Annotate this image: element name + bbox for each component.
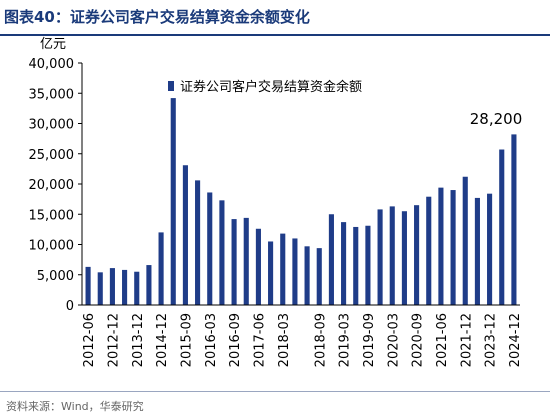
y-tick-label: 5,000 — [37, 269, 74, 284]
x-tick-label: 2021-12 — [459, 313, 474, 367]
bar-2018-12 — [353, 226, 359, 305]
legend-label: 证券公司客户交易结算资金余额 — [180, 79, 362, 95]
bar-2019-12 — [401, 211, 407, 305]
bar-2012-09 — [97, 272, 103, 305]
bar-2017-12 — [304, 246, 310, 305]
bar-2015-12 — [207, 192, 213, 305]
bar-2018-03 — [316, 248, 322, 305]
bar-2016-12 — [255, 228, 261, 305]
bar-2020-03 — [414, 205, 420, 305]
bar-2013-06 — [134, 271, 140, 305]
y-tick-label: 40,000 — [29, 57, 75, 72]
bar-2024-12 — [511, 134, 517, 305]
bar-2019-06 — [377, 209, 383, 305]
bar-2017-03 — [268, 241, 274, 305]
bar-2018-09 — [341, 222, 347, 305]
bar-2019-09 — [389, 206, 395, 305]
bar-2013-03 — [122, 269, 128, 305]
bar-2023-12 — [487, 193, 493, 305]
x-tick-label: 2020-09 — [411, 313, 426, 367]
title-bar: 图表40：证券公司客户交易结算资金余额变化 — [0, 0, 550, 36]
bar-2024-06 — [499, 149, 505, 305]
x-tick-label: 2020-03 — [386, 313, 401, 367]
bar-2017-06 — [280, 233, 286, 305]
x-tick-label: 2013-12 — [131, 313, 146, 367]
bar-2018-06 — [328, 214, 334, 305]
y-axis-unit: 亿元 — [40, 37, 66, 52]
y-tick-label: 25,000 — [29, 148, 75, 163]
bar-2012-12 — [109, 268, 115, 305]
x-tick-label: 2016-09 — [228, 313, 243, 367]
bar-2020-09 — [426, 196, 432, 305]
legend-swatch — [168, 81, 174, 91]
y-tick-label: 15,000 — [29, 208, 75, 223]
y-tick-label: 30,000 — [29, 118, 75, 133]
source-note: 资料来源：Wind，华泰研究 — [6, 400, 144, 413]
x-tick-label: 2021-06 — [435, 313, 450, 367]
bar-2021-12 — [462, 176, 468, 305]
y-tick-label: 20,000 — [29, 178, 75, 193]
bar-2016-09 — [243, 217, 249, 305]
bar-2022-06 — [474, 197, 480, 305]
bar-2015-06 — [182, 165, 188, 305]
x-tick-label: 2014-12 — [155, 313, 170, 367]
bar-2016-06 — [231, 219, 237, 305]
footer-rule — [0, 391, 550, 392]
bar-2021-06 — [450, 190, 456, 305]
bar-2013-09 — [146, 265, 152, 305]
y-tick-label: 35,000 — [29, 87, 75, 102]
bar-2014-06 — [158, 232, 164, 305]
bar-2021-03 — [438, 187, 444, 305]
x-tick-label: 2019-09 — [362, 313, 377, 367]
bar-2012-06 — [85, 266, 91, 305]
x-tick-label: 2024-12 — [508, 313, 523, 367]
bar-2017-09 — [292, 238, 298, 305]
bars — [85, 98, 517, 305]
page-title: 图表40：证券公司客户交易结算资金余额变化 — [4, 8, 310, 26]
bar-2016-03 — [219, 200, 225, 305]
y-tick-label: 10,000 — [29, 239, 75, 254]
y-tick-label: 0 — [66, 299, 74, 314]
x-tick-label: 2019-03 — [338, 313, 353, 367]
x-tick-label: 2012-12 — [106, 313, 121, 367]
bar-2014-12 — [170, 98, 176, 305]
bar-2015-09 — [195, 180, 201, 305]
x-tick-label: 2012-06 — [82, 313, 97, 367]
data-label-28200: 28,200 — [470, 110, 523, 128]
x-tick-label: 2018-09 — [313, 313, 328, 367]
x-tick-label: 2023-12 — [484, 313, 499, 367]
bar-2019-03 — [365, 225, 371, 305]
y-axis-ticks: 0 5,000 10,000 15,000 20,000 25,000 30,000 35,0… — [29, 57, 82, 314]
x-axis-ticks: 2012-06 2012-12 2013-12 2014-12 2015-09 2016-… — [82, 313, 523, 367]
x-tick-label: 2016-03 — [204, 313, 219, 367]
x-tick-label: 2015-09 — [179, 313, 194, 367]
x-tick-label: 2018-03 — [277, 313, 292, 367]
x-tick-label: 2017-06 — [252, 313, 267, 367]
